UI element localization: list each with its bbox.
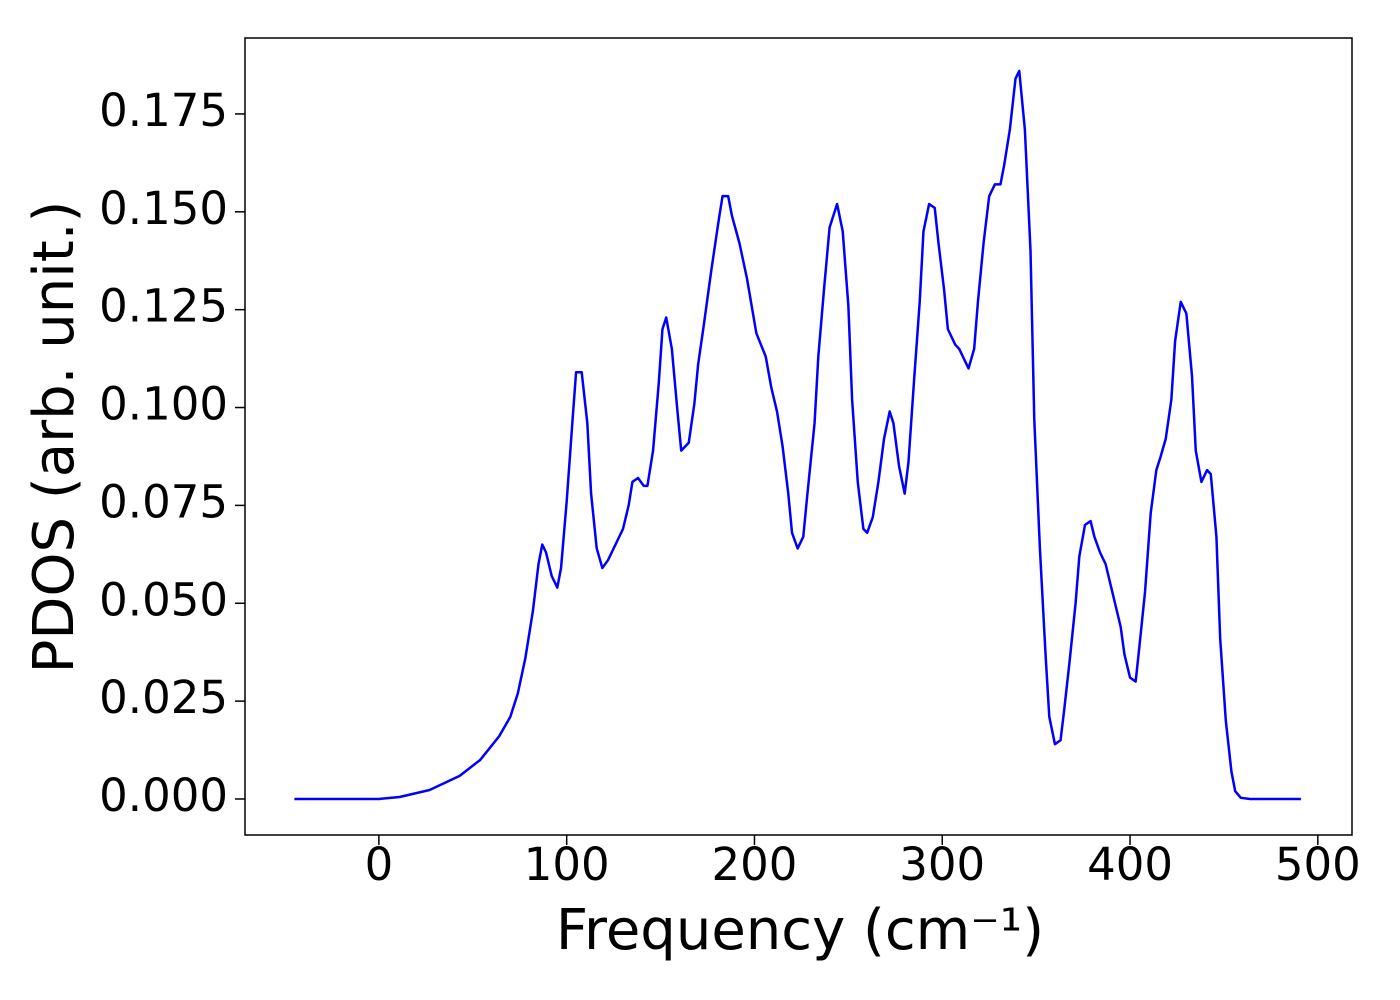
y-tick-label: 0.075 [99, 475, 228, 528]
y-tick-label: 0.050 [99, 573, 228, 626]
y-tick-label: 0.150 [99, 182, 228, 235]
x-tick-label: 100 [524, 838, 610, 891]
x-tick-label: 0 [365, 838, 394, 891]
data-line [294, 69, 1301, 801]
x-axis-label: Frequency (cm⁻¹) [556, 898, 1044, 963]
plot-frame [244, 37, 1353, 836]
x-tick-label: 300 [899, 838, 985, 891]
y-tick-label: 0.000 [99, 769, 228, 822]
y-axis-label: PDOS (arb. unit.) [22, 201, 87, 674]
y-tick-label: 0.175 [99, 84, 228, 137]
y-tick-label: 0.100 [99, 378, 228, 431]
y-tick-label: 0.125 [99, 280, 228, 333]
y-tick-label: 0.025 [99, 671, 228, 724]
x-tick-label: 200 [712, 838, 798, 891]
x-tick-label: 500 [1275, 838, 1361, 891]
x-tick-label: 400 [1087, 838, 1173, 891]
